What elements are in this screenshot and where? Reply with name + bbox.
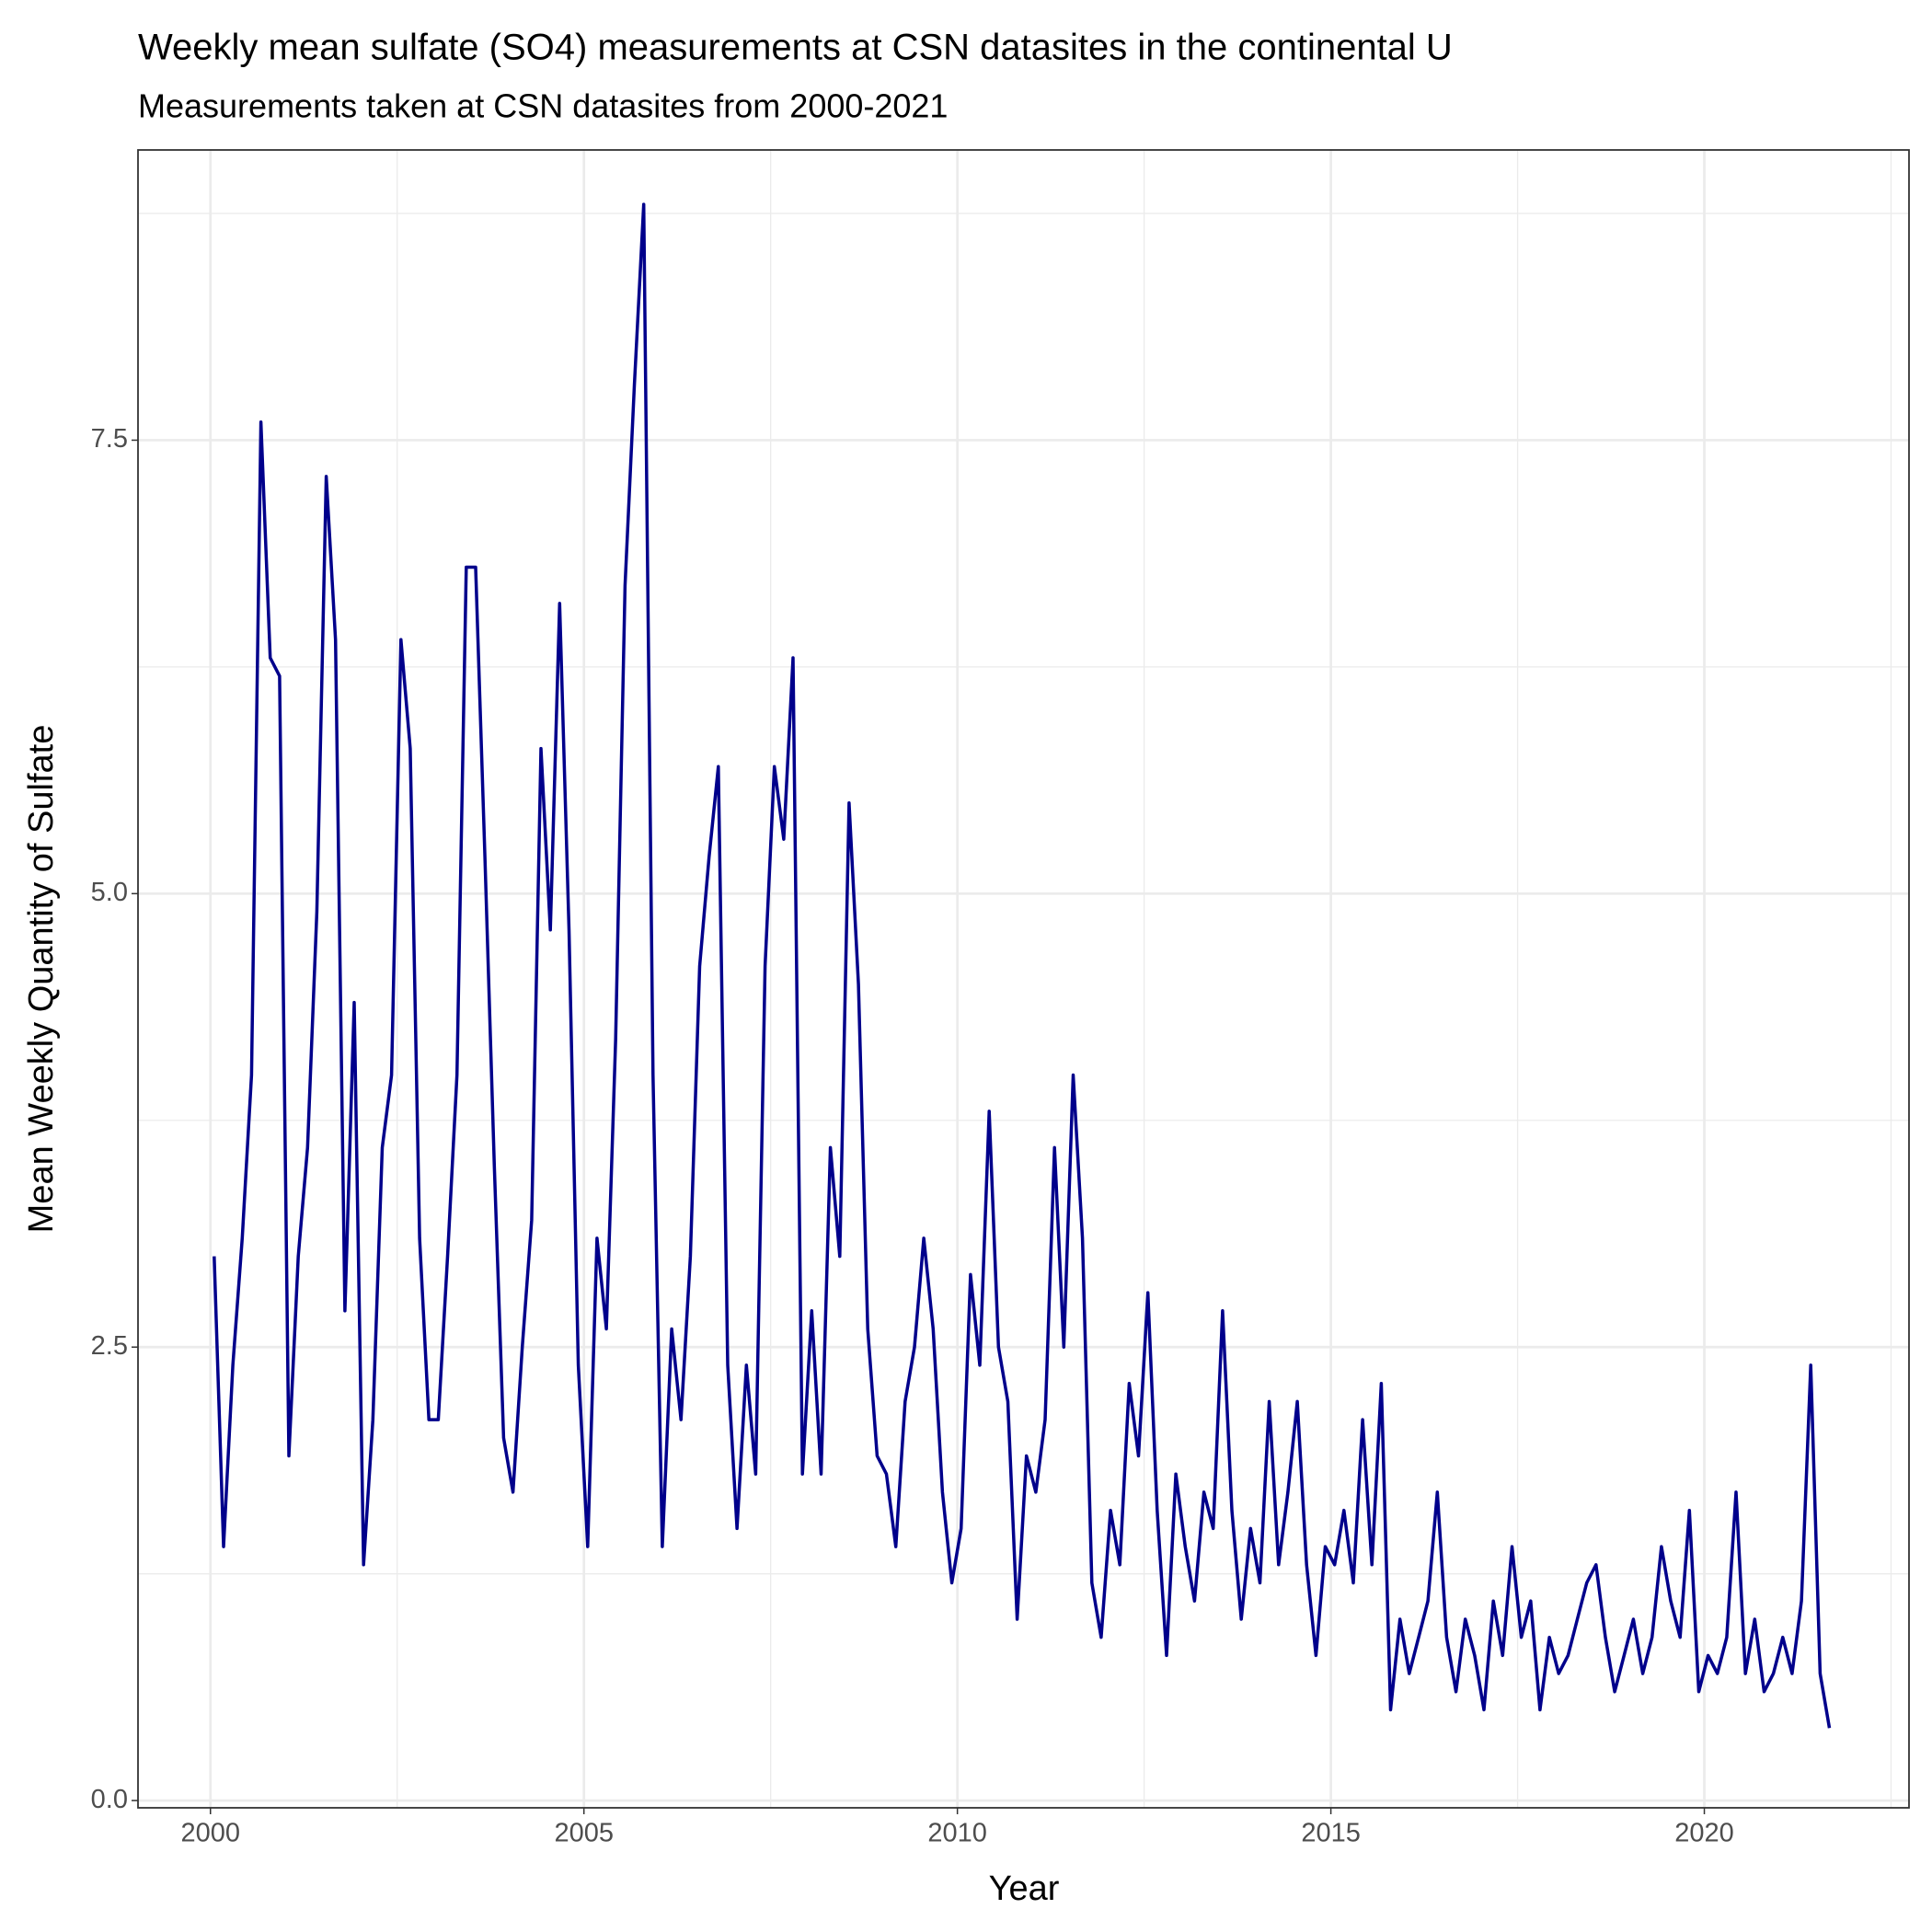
chart-title: Weekly mean sulfate (SO4) measurements a… <box>138 28 1453 68</box>
x-tick-label: 2005 <box>554 1819 614 1848</box>
x-tick-label: 2015 <box>1301 1819 1361 1848</box>
x-tick-label: 2020 <box>1674 1819 1734 1848</box>
data-line <box>213 202 1832 1729</box>
y-tick-label: 7.5 <box>91 424 128 454</box>
y-axis-title: Mean Weekly Quantity of Sulfate <box>22 725 61 1234</box>
x-tick-label: 2010 <box>927 1819 987 1848</box>
panel-border <box>137 149 1910 1809</box>
x-tick-label: 2000 <box>180 1819 240 1848</box>
x-axis-title: Year <box>989 1869 1060 1908</box>
chart-subtitle: Measurements taken at CSN datasites from… <box>138 87 948 125</box>
y-tick-label: 0.0 <box>91 1785 128 1814</box>
y-tick-label: 5.0 <box>91 878 128 907</box>
y-tick-label: 2.5 <box>91 1331 128 1361</box>
